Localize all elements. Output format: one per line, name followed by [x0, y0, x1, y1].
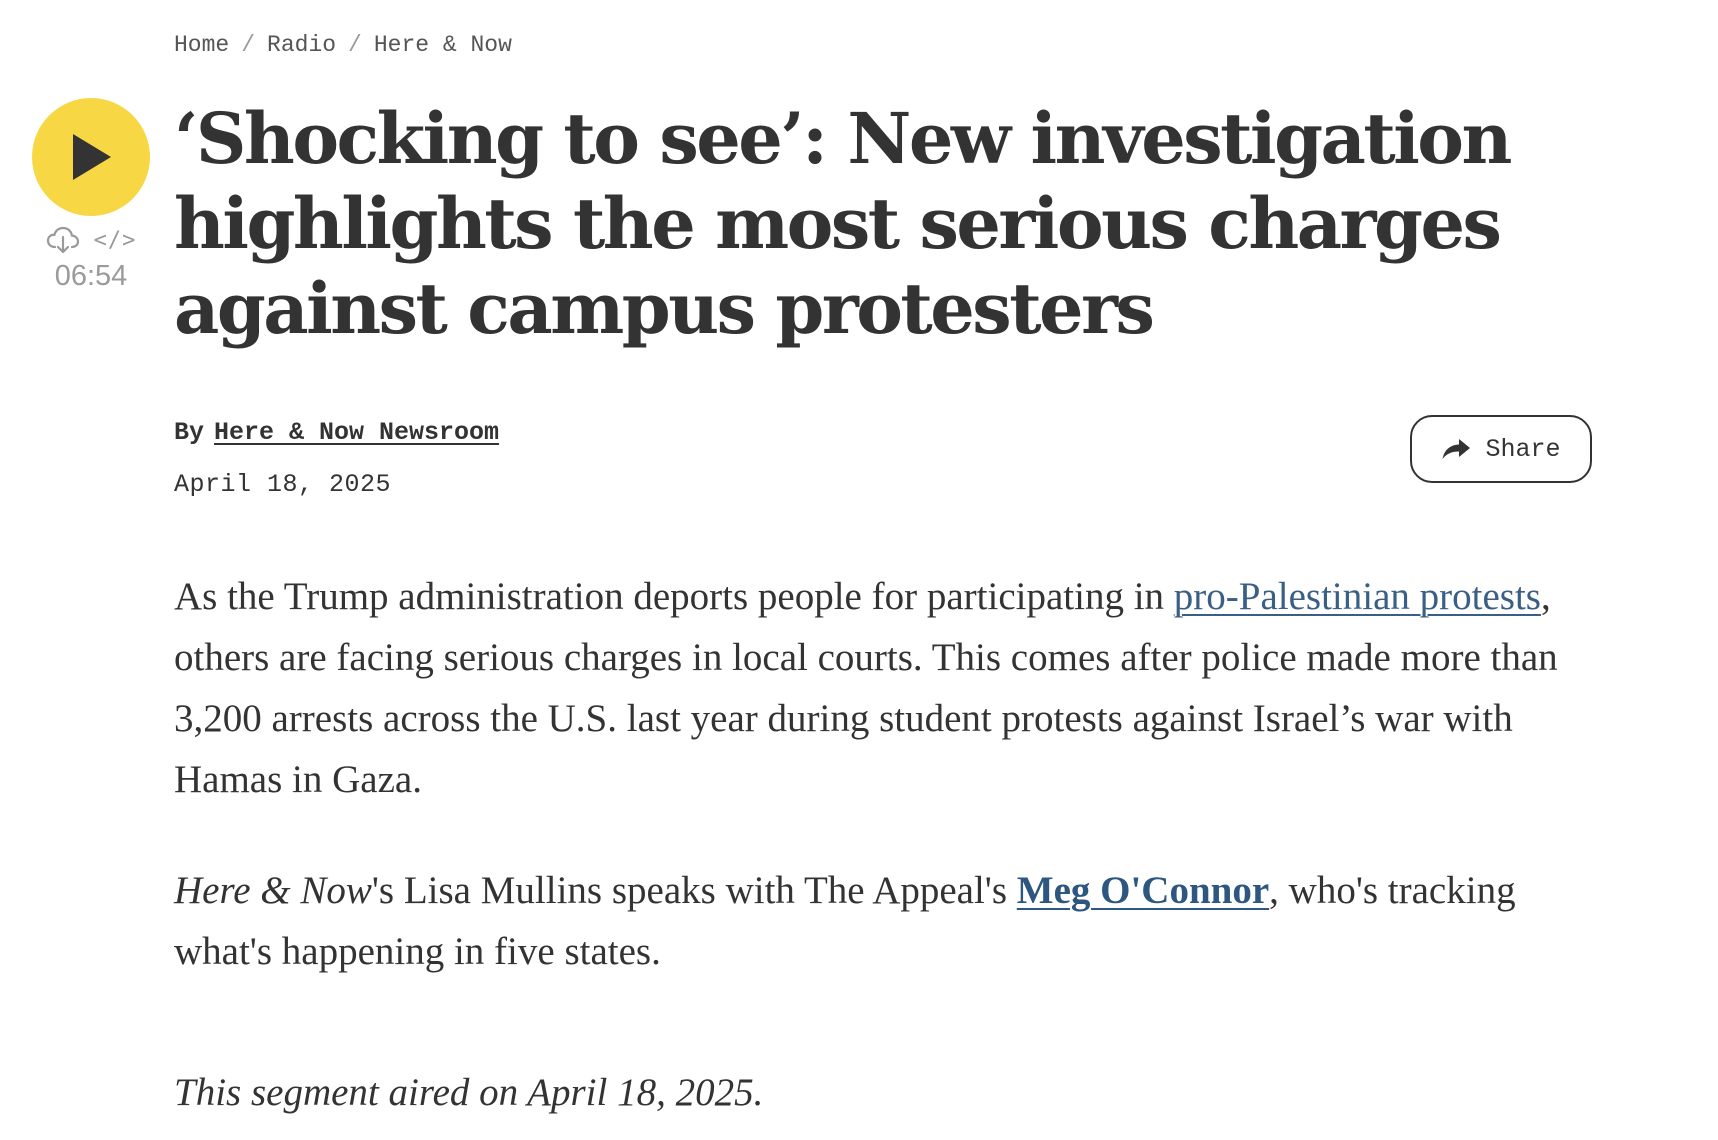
audio-duration: 06:54 — [54, 260, 128, 292]
play-icon — [73, 134, 111, 180]
paragraph-text: , who's tracking what's happening in fiv… — [174, 869, 1516, 973]
byline: By Here & Now Newsroom — [174, 418, 499, 447]
breadcrumb-home[interactable]: Home — [174, 32, 230, 58]
article-headline: ‘Shocking to see’: New investigation hig… — [174, 97, 1512, 350]
publish-date: April 18, 2025 — [174, 470, 392, 499]
pro-palestinian-protests-link[interactable]: pro-Palestinian protests — [1173, 575, 1541, 618]
paragraph-text: , others are facing serious charges in l… — [174, 575, 1558, 801]
share-button[interactable]: Share — [1410, 415, 1592, 483]
embed-icon[interactable]: </> — [93, 227, 137, 253]
article-body: As the Trump administration deports peop… — [174, 566, 1574, 1032]
meg-oconnor-link[interactable]: Meg O'Connor — [1016, 869, 1270, 912]
download-icon[interactable] — [46, 226, 80, 254]
breadcrumb-separator: / — [241, 32, 256, 58]
audio-player: </> 06:54 — [32, 98, 150, 293]
share-label: Share — [1485, 434, 1561, 464]
show-name: Here & Now — [174, 869, 372, 912]
author-link[interactable]: Here & Now Newsroom — [214, 418, 500, 447]
paragraph-interview: Here & Now's Lisa Mullins speaks with Th… — [174, 860, 1574, 982]
breadcrumb-radio[interactable]: Radio — [267, 32, 337, 58]
byline-prefix: By — [174, 418, 205, 447]
breadcrumb-separator: / — [348, 32, 362, 58]
paragraph-intro: As the Trump administration deports peop… — [174, 566, 1574, 810]
player-tools: </> — [32, 226, 150, 254]
breadcrumb-here-and-now[interactable]: Here & Now — [373, 32, 512, 58]
play-button[interactable] — [32, 98, 150, 216]
paragraph-text: As the Trump administration deports peop… — [174, 575, 1174, 618]
aired-note: This segment aired on April 18, 2025. — [174, 1071, 764, 1114]
paragraph-text: 's Lisa Mullins speaks with The Appeal's — [371, 869, 1017, 912]
breadcrumb: Home / Radio / Here & Now — [174, 32, 512, 58]
share-arrow-icon — [1442, 439, 1471, 459]
